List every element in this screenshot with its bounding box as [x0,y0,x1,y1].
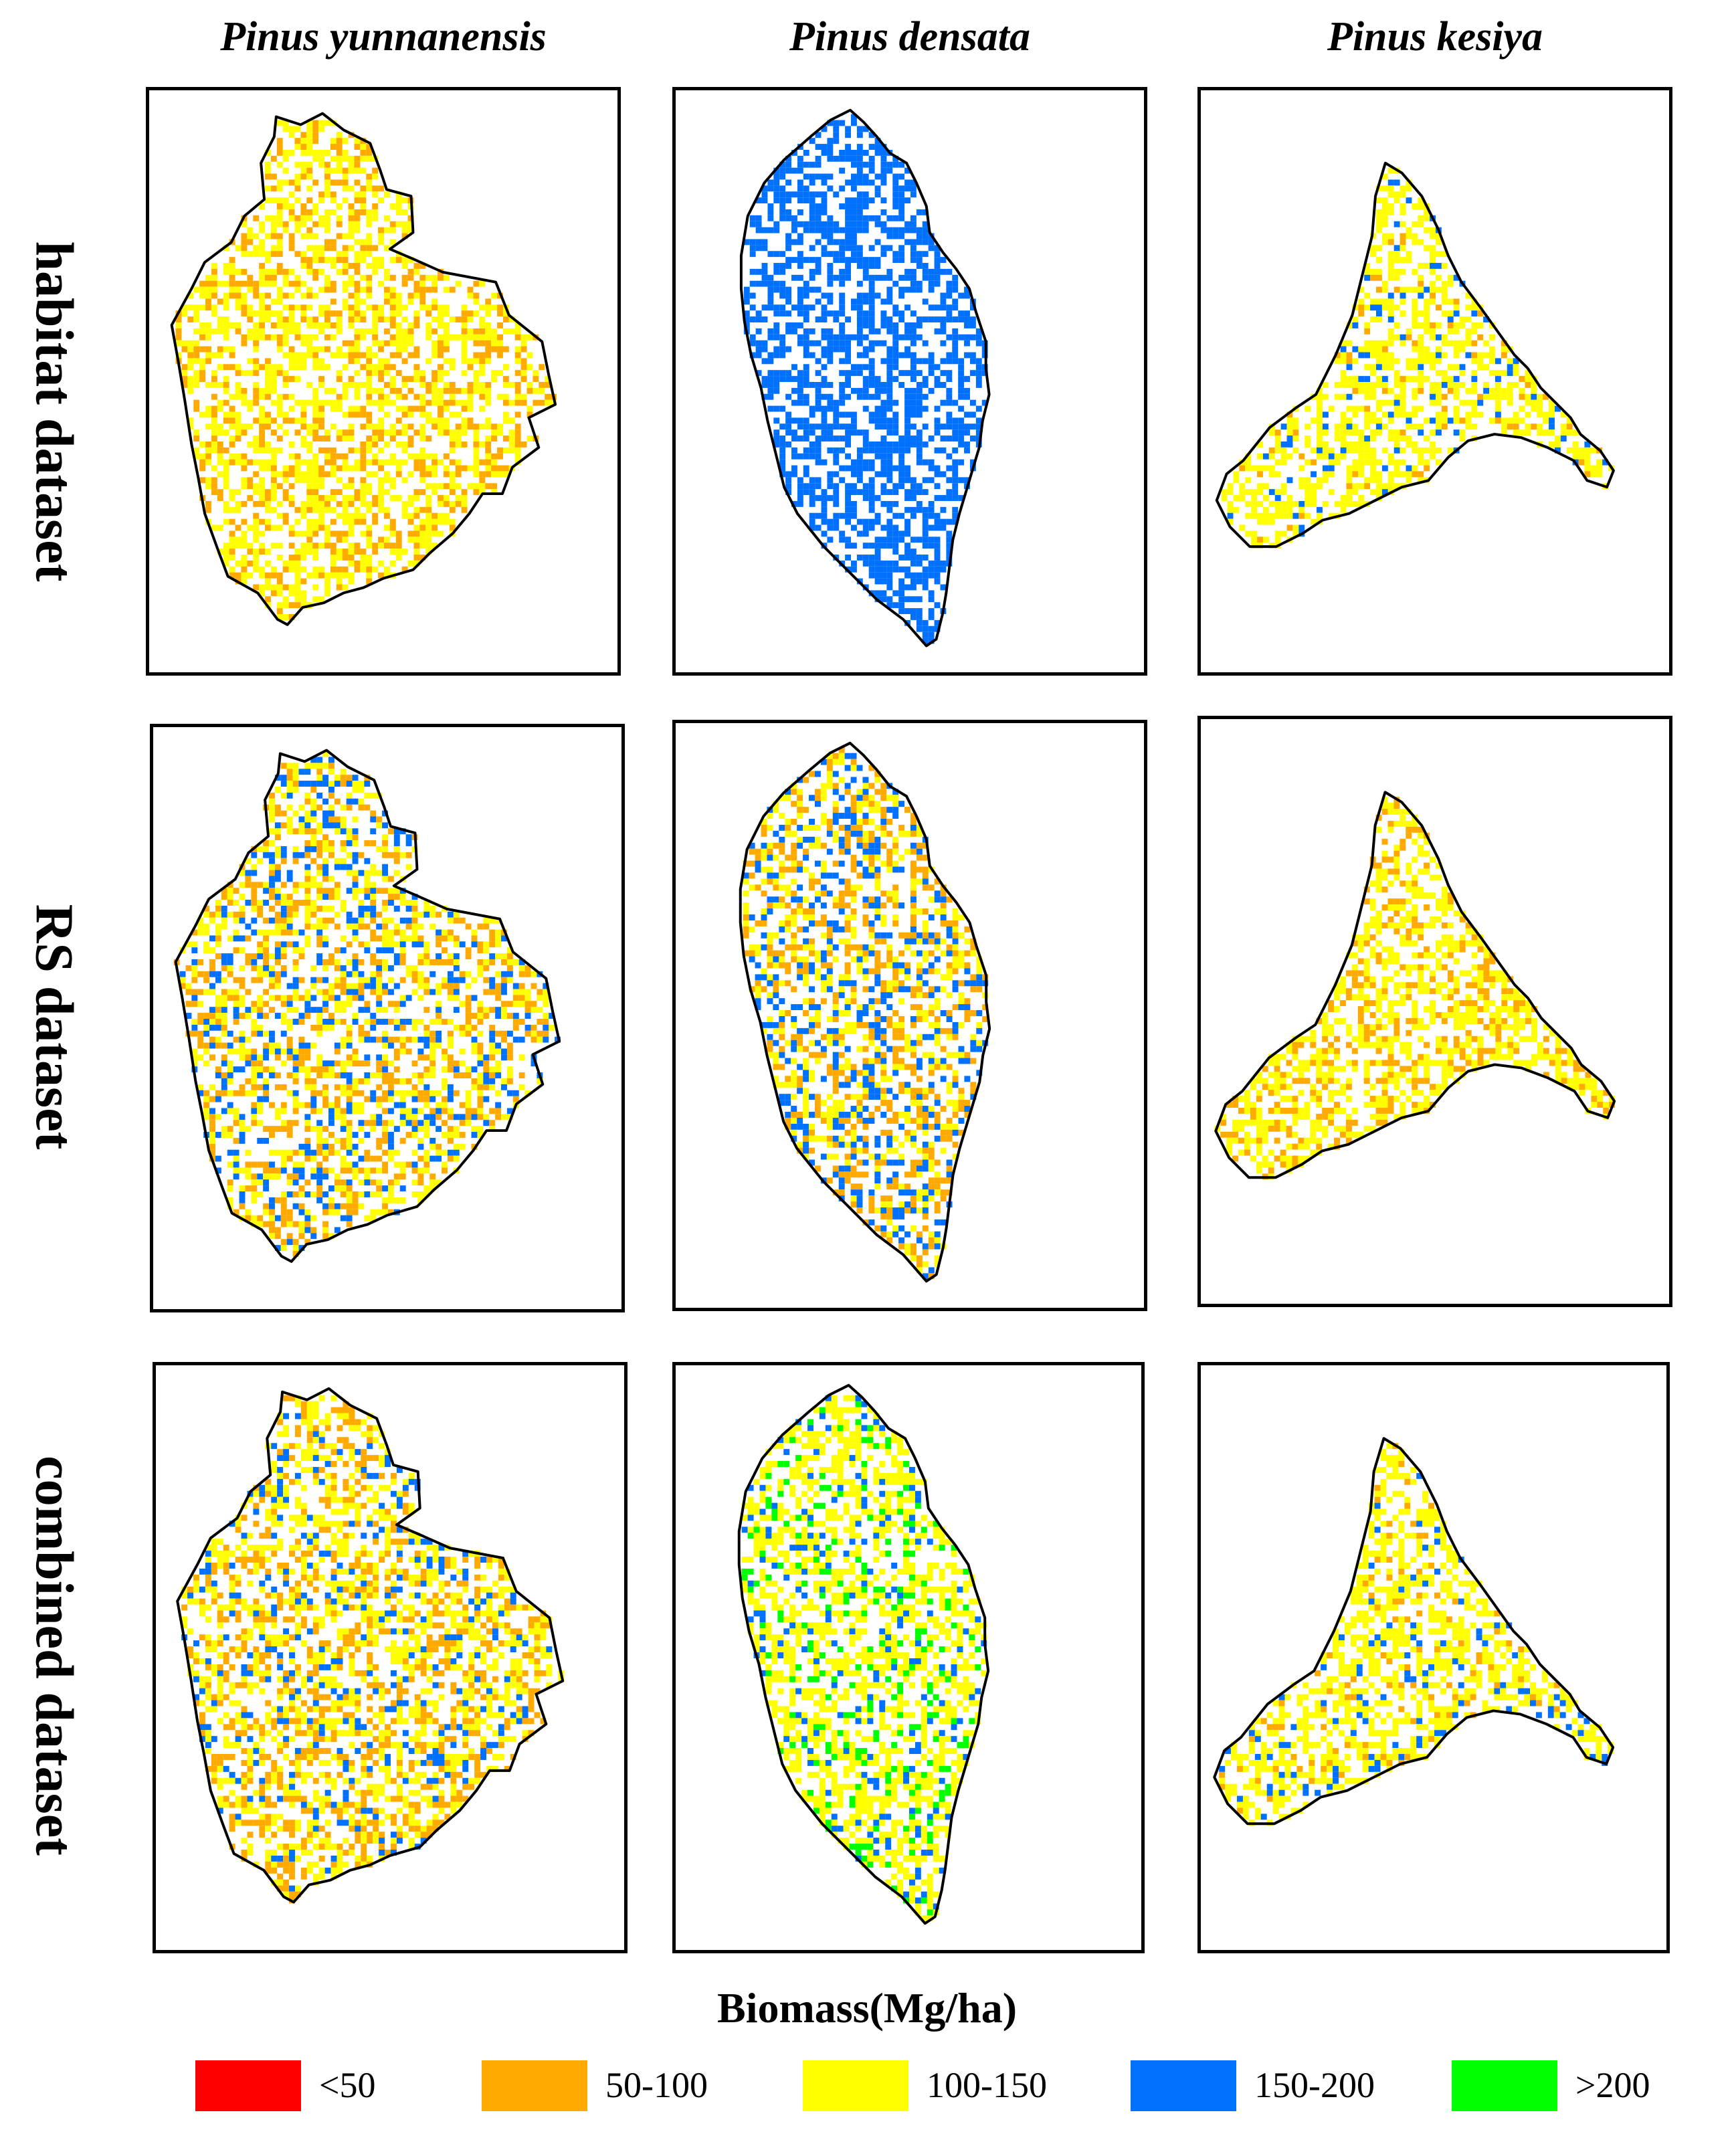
biomass-pixels [743,114,988,644]
legend-label: 50-100 [605,2065,708,2105]
region-boundary [1214,791,1616,1179]
legend-title: Biomass(Mg/ha) [717,1984,1017,2032]
biomass-pixels [175,120,557,620]
map-svg [170,112,557,626]
map-svg [176,1387,565,1904]
map-panel [146,87,621,676]
region-boundary [739,741,991,1283]
map-panel [153,1362,628,1953]
map-svg [1213,1437,1615,1826]
legend-label: 100-150 [927,2065,1047,2105]
legend-label: <50 [319,2065,376,2105]
region-boundary [737,1383,990,1925]
map-panel [672,720,1147,1311]
legend-swatch [482,2060,587,2111]
biomass-pixels [1219,1443,1614,1826]
region-boundary [170,112,557,626]
map-svg [173,749,561,1263]
map-panel [150,724,625,1312]
map-svg [1214,791,1616,1180]
region-boundary [176,1387,565,1904]
biomass-pixels [1221,167,1614,549]
column-title-pinus-yunnanensis: Pinus yunnanensis [220,14,547,60]
map-panel [1197,87,1672,676]
legend-swatch [1452,2060,1557,2111]
map-panel [1197,1362,1670,1953]
column-title-pinus-kesiya: Pinus kesiya [1327,14,1543,60]
row-label-rs-text: RS dataset [24,904,84,1150]
biomass-pixels [1214,797,1616,1180]
row-label-combined-text: combined dataset [24,1456,84,1856]
biomass-pixels [173,751,561,1257]
legend-swatch [195,2060,301,2111]
map-svg [1215,161,1615,549]
region-boundary [739,108,991,648]
map-panel [672,87,1147,676]
map-panel [672,1362,1145,1953]
row-label-habitat-text: habitat dataset [24,241,84,582]
region-boundary [1215,161,1615,549]
map-svg [737,1383,990,1925]
region-boundary [174,749,561,1263]
biomass-pixels [741,1395,987,1922]
legend-swatch [1131,2060,1236,2111]
biomass-pixels [743,747,989,1280]
map-svg [739,108,991,648]
legend-label: >200 [1575,2065,1650,2105]
column-title-pinus-densata: Pinus densata [789,14,1031,60]
legend-label: 150-200 [1254,2065,1375,2105]
map-svg [739,741,991,1283]
biomass-pixels [181,1395,565,1904]
map-panel [1197,716,1672,1307]
region-boundary [1213,1437,1615,1826]
legend-swatch [803,2060,908,2111]
